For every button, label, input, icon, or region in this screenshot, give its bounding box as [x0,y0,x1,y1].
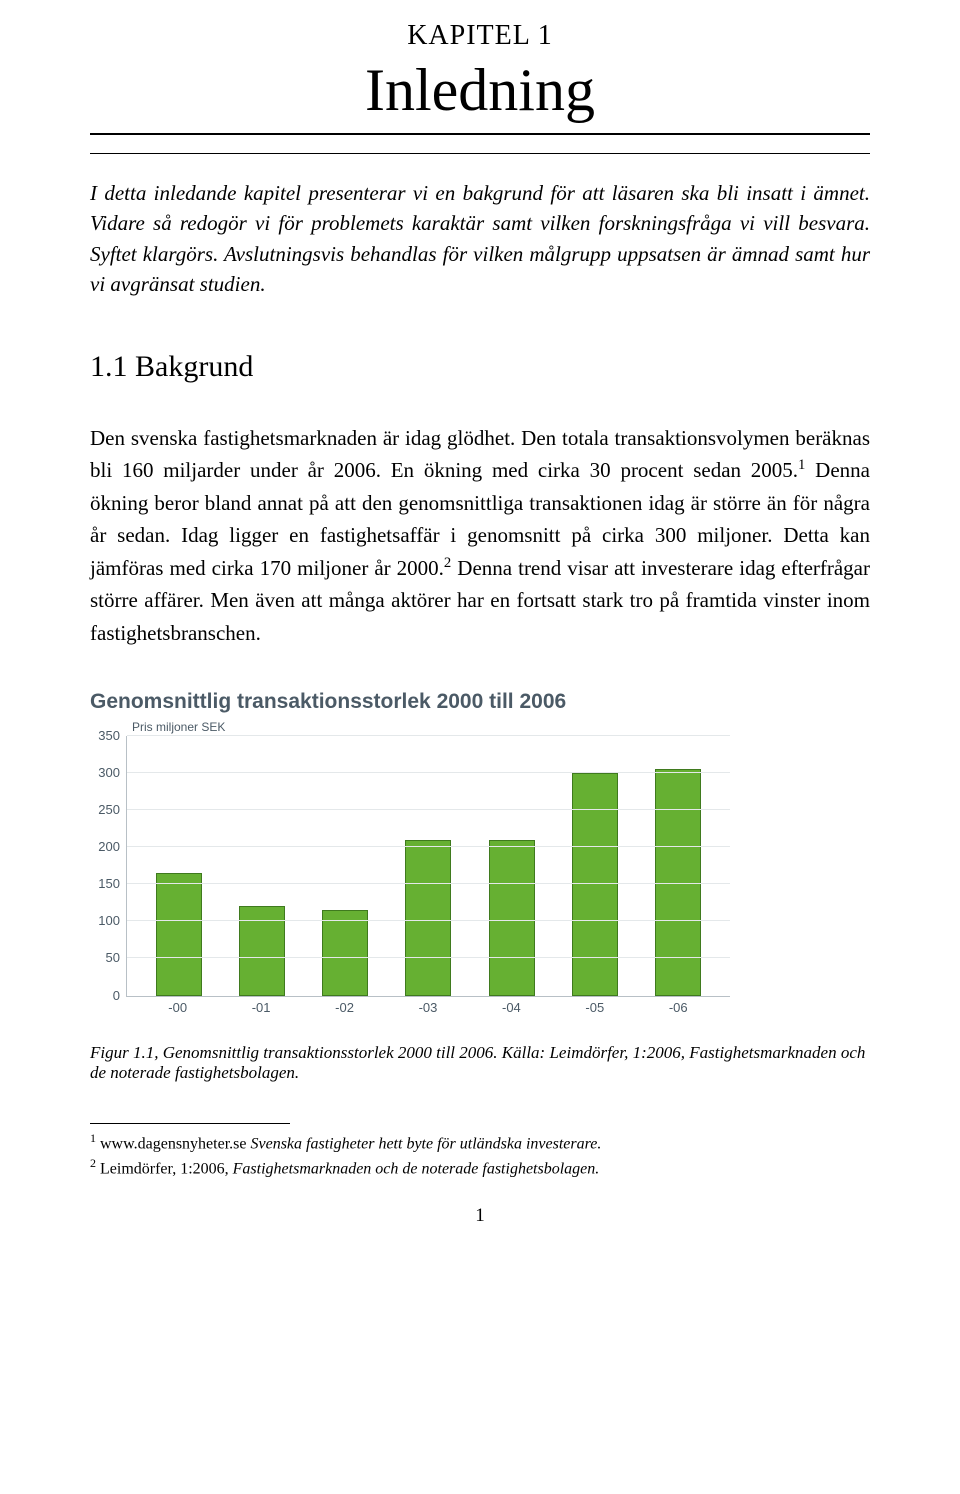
footnote-rule [90,1123,290,1124]
document-page: KAPITEL 1 Inledning I detta inledande ka… [0,0,960,1257]
bar-chart: Genomsnittlig transaktionsstorlek 2000 t… [90,690,730,1015]
horizontal-rule [90,153,870,154]
section-heading: 1.1 Bakgrund [90,350,870,384]
page-number: 1 [90,1205,870,1227]
gridline [127,735,730,736]
footnote-text: Leimdörfer, 1:2006, [96,1161,233,1178]
footnote-text-italic: Fastighetsmarknaden och de noterade fast… [233,1161,600,1178]
figure-caption: Figur 1.1, Genomsnittlig transaktionssto… [90,1043,870,1083]
xtick-label: -00 [155,1000,201,1015]
chart-xaxis: -00 -01 -02 -03 -04 -05 -06 [126,996,730,1015]
gridline [127,883,730,884]
chart-ylabel: Pris miljoner SEK [132,720,730,734]
body-paragraph: Den svenska fastighetsmarknaden är idag … [90,422,870,650]
chart-title: Genomsnittlig transaktionsstorlek 2000 t… [90,690,730,714]
chart-yaxis: 350300250200150100500 [90,736,126,996]
bar [322,910,368,995]
gridline [127,809,730,810]
xtick-label: -03 [405,1000,451,1015]
xtick-label: -05 [572,1000,618,1015]
body-text-part: Den svenska fastighetsmarknaden är idag … [90,426,870,483]
chart-plot [126,736,730,997]
gridline [127,957,730,958]
bar [489,840,535,996]
xtick-label: -02 [322,1000,368,1015]
xtick-label: -06 [655,1000,701,1015]
xtick-label: -01 [238,1000,284,1015]
chapter-title: Inledning [90,56,870,135]
gridline [127,920,730,921]
footnote-text-italic: Svenska fastigheter hett byte för utländ… [250,1135,601,1152]
chapter-label: KAPITEL 1 [90,20,870,52]
footnote-1: 1 www.dagensnyheter.se Svenska fastighet… [90,1130,870,1156]
chart-area: 350300250200150100500 [90,736,730,996]
footnote-text: www.dagensnyheter.se [96,1135,250,1152]
gridline [127,846,730,847]
bar [405,840,451,996]
xtick-label: -04 [488,1000,534,1015]
intro-paragraph: I detta inledande kapitel presenterar vi… [90,178,870,300]
bar [156,873,202,996]
bar [572,773,618,996]
gridline [127,772,730,773]
footnote-2: 2 Leimdörfer, 1:2006, Fastighetsmarknade… [90,1155,870,1181]
